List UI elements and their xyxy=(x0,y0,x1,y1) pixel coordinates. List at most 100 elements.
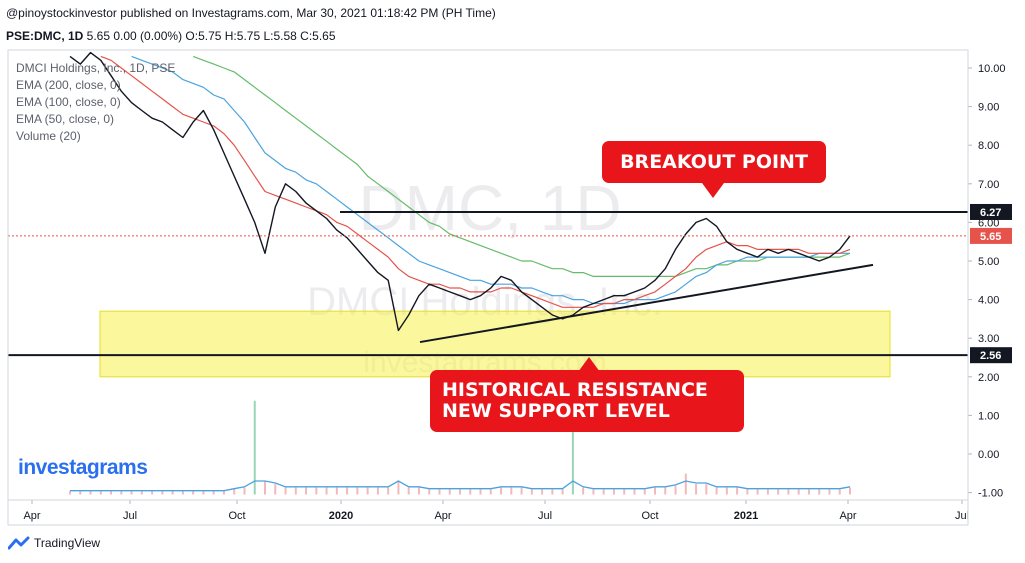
x-tick-label: Oct xyxy=(228,510,245,522)
x-axis: Apr Jul Oct 2020 Apr Jul Oct 2021 Apr Jul xyxy=(23,500,969,522)
volume-bars xyxy=(69,400,851,495)
rising-trendline xyxy=(419,263,874,344)
volume-bar xyxy=(335,487,338,495)
volume-bar xyxy=(807,489,810,495)
volume-bar xyxy=(222,491,225,495)
support-zone xyxy=(99,310,891,378)
volume-bar xyxy=(612,489,615,495)
symbol-line: PSE:DMC, 1D 5.65 0.00 (0.00%) O:5.75 H:5… xyxy=(6,29,336,43)
volume-bar xyxy=(346,487,349,495)
level-lines: 6.27 5.65 2.56 xyxy=(8,203,1012,364)
x-tick-label: 2020 xyxy=(329,510,353,522)
volume-bar xyxy=(459,489,461,495)
support-callout-line2: NEW SUPPORT LEVEL xyxy=(442,400,670,422)
volume-bar xyxy=(849,487,851,495)
volume-bar xyxy=(181,491,184,495)
volume-bar xyxy=(551,489,554,495)
volume-bar xyxy=(376,487,379,495)
volume-bar xyxy=(438,489,441,495)
volume-bar xyxy=(725,487,728,495)
volume-bar xyxy=(89,491,92,495)
series-line-ema-50 xyxy=(100,55,851,308)
volume-bar xyxy=(530,489,533,495)
volume-bar xyxy=(120,491,123,495)
tradingview-footer[interactable]: TradingView xyxy=(8,536,100,550)
y-axis: 10.00 9.00 8.00 7.00 6.00 5.00 4.00 3.00 2.00 1.0… xyxy=(968,63,1006,500)
volume-bar xyxy=(366,487,369,495)
y-tick-label: -1.00 xyxy=(978,488,1003,500)
y-tick-label: 6.00 xyxy=(978,217,999,229)
price-label-text: 2.56 xyxy=(980,350,1001,362)
volume-bar xyxy=(633,489,636,495)
price-label-text: 5.65 xyxy=(980,231,1001,243)
tradingview-icon xyxy=(8,536,30,550)
volume-bar xyxy=(479,489,482,495)
volume-bar xyxy=(766,489,769,495)
price-label-box xyxy=(970,203,1012,220)
legend-ema200: EMA (200, close, 0) xyxy=(16,78,121,92)
y-tick-label: 8.00 xyxy=(978,140,999,152)
volume-bar xyxy=(417,487,420,495)
volume-bar xyxy=(623,489,626,495)
ohlc-values: 5.65 0.00 (0.00%) O:5.75 H:5.75 L:5.58 C… xyxy=(83,29,336,43)
volume-bar xyxy=(643,489,646,495)
x-tick-label: Jul xyxy=(123,510,137,522)
volume-bar xyxy=(797,489,800,495)
volume-bar xyxy=(510,487,513,495)
volume-bar xyxy=(130,491,133,495)
volume-bar xyxy=(264,480,266,495)
volume-bar xyxy=(448,489,451,495)
volume-bar xyxy=(828,489,831,495)
volume-bar xyxy=(469,489,472,495)
volume-bar xyxy=(582,487,585,495)
volume-bar xyxy=(397,480,400,495)
volume-bar xyxy=(284,487,287,495)
x-tick-label: Apr xyxy=(434,510,451,522)
price-label-box xyxy=(970,347,1012,364)
y-tick-label: 7.00 xyxy=(978,179,999,191)
legend-volume: Volume (20) xyxy=(16,129,81,143)
volume-bar xyxy=(212,491,215,495)
volume-bar xyxy=(571,418,574,495)
volume-ma-line xyxy=(70,480,851,492)
volume-bar xyxy=(695,484,698,495)
volume-bar xyxy=(79,491,82,495)
volume-bar xyxy=(674,485,677,495)
volume-bar xyxy=(387,487,390,495)
volume-bar xyxy=(110,491,113,495)
volume-bar xyxy=(684,473,687,495)
series-line-ema-200 xyxy=(192,55,851,277)
x-tick-label: Apr xyxy=(839,510,856,522)
x-tick-label: 2021 xyxy=(734,510,758,522)
investagrams-logo: investagrams xyxy=(18,456,148,479)
volume-bar xyxy=(253,400,256,495)
volume-bar xyxy=(705,484,708,495)
volume-bar xyxy=(602,489,605,495)
volume-bar xyxy=(325,487,328,495)
volume-bar xyxy=(294,487,297,495)
volume-bar xyxy=(99,491,102,495)
y-tick-label: 10.00 xyxy=(978,63,1006,75)
volume-bar xyxy=(151,491,154,495)
publisher-line: @pinoystockinvestor published on Investa… xyxy=(6,6,496,20)
volume-bar xyxy=(305,487,308,495)
y-tick-label: 4.00 xyxy=(978,295,999,307)
price-label-text: 6.27 xyxy=(980,207,1001,219)
legend-ema50: EMA (50, close, 0) xyxy=(16,112,115,126)
symbol-name: PSE:DMC, 1D xyxy=(6,29,84,43)
volume-bar xyxy=(777,489,780,495)
legend-title: DMCI Holdings, Inc., 1D, PSE xyxy=(16,61,176,75)
y-tick-label: 1.00 xyxy=(978,410,999,422)
volume-bar xyxy=(592,489,595,495)
volume-bar xyxy=(274,484,277,495)
legend-ema100: EMA (100, close, 0) xyxy=(16,95,121,109)
indicator-legend: DMCI Holdings, Inc., 1D, PSE EMA (200, c… xyxy=(16,60,175,145)
volume-bar xyxy=(654,487,656,495)
watermark-text: DMC, 1D xyxy=(358,172,621,244)
x-tick-label: Jul xyxy=(538,510,552,522)
series-lines xyxy=(69,51,851,332)
volume-bar xyxy=(171,491,174,495)
breakout-callout-text: BREAKOUT POINT xyxy=(620,151,808,173)
volume-bar xyxy=(140,491,143,495)
